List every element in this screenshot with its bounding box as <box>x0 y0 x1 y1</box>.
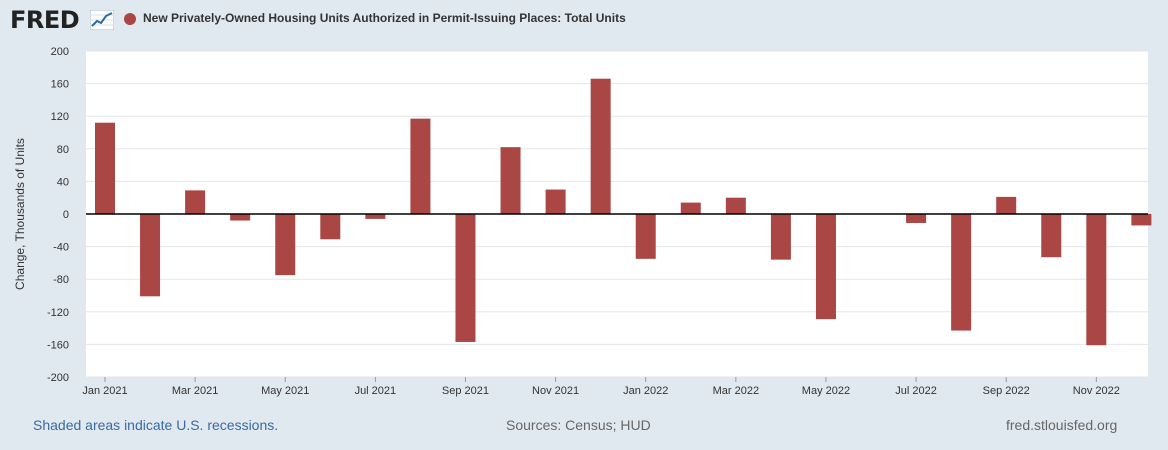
chart-title: New Privately-Owned Housing Units Author… <box>143 11 626 25</box>
y-axis-label: Change, Thousands of Units <box>13 138 27 290</box>
x-tick-label: Jul 2022 <box>895 385 937 397</box>
bar-jul-2022[interactable] <box>906 214 927 223</box>
bar-aug-2022[interactable] <box>951 214 972 331</box>
bar-dec-2022[interactable] <box>1131 214 1152 226</box>
x-tick-label: Jan 2022 <box>623 385 668 397</box>
fred-logo[interactable]: FRED <box>10 6 80 34</box>
x-tick-label: May 2021 <box>261 385 309 397</box>
bar-jun-2021[interactable] <box>320 214 341 240</box>
bar-mar-2021[interactable] <box>185 190 206 214</box>
bar-nov-2021[interactable] <box>545 189 566 214</box>
sources-text: Sources: Census; HUD <box>506 417 651 433</box>
y-tick-label: -120 <box>47 307 69 319</box>
bar-aug-2021[interactable] <box>410 118 431 214</box>
y-tick-label: 160 <box>51 79 69 91</box>
bar-apr-2021[interactable] <box>230 214 251 221</box>
recession-note: Shaded areas indicate U.S. recessions. <box>33 417 279 433</box>
bar-feb-2022[interactable] <box>680 202 701 214</box>
bar-may-2022[interactable] <box>815 214 836 320</box>
y-tick-label: 120 <box>51 111 69 123</box>
x-tick-label: Jan 2021 <box>82 385 127 397</box>
bar-jul-2021[interactable] <box>365 214 386 219</box>
x-tick-label: Sep 2022 <box>983 385 1030 397</box>
site-link[interactable]: fred.stlouisfed.org <box>1006 417 1118 433</box>
y-tick-label: 80 <box>57 144 69 156</box>
y-tick-label: 40 <box>57 176 69 188</box>
y-tick-label: -40 <box>53 242 69 254</box>
bar-jan-2021[interactable] <box>95 122 115 214</box>
bar-sep-2021[interactable] <box>455 214 476 342</box>
line-chart-icon <box>90 10 114 30</box>
x-tick-label: Nov 2021 <box>532 385 579 397</box>
x-tick-label: Nov 2022 <box>1073 385 1120 397</box>
x-tick-label: Jul 2021 <box>355 385 397 397</box>
y-tick-label: -80 <box>53 274 69 286</box>
bar-mar-2022[interactable] <box>725 197 746 214</box>
legend-marker <box>124 13 136 25</box>
bar-oct-2022[interactable] <box>1041 214 1062 258</box>
bar-dec-2021[interactable] <box>590 78 611 215</box>
y-tick-label: -160 <box>47 339 69 351</box>
x-tick-label: Mar 2021 <box>172 385 218 397</box>
x-tick-label: Sep 2021 <box>442 385 489 397</box>
bar-may-2021[interactable] <box>275 214 296 276</box>
y-tick-label: -200 <box>47 372 69 384</box>
y-tick-label: 200 <box>51 46 69 58</box>
y-tick-label: 0 <box>63 209 69 221</box>
bar-nov-2022[interactable] <box>1086 214 1107 346</box>
bar-feb-2021[interactable] <box>140 214 161 297</box>
x-tick-label: Mar 2022 <box>713 385 759 397</box>
bar-sep-2022[interactable] <box>996 196 1017 214</box>
bar-jan-2022[interactable] <box>635 214 656 259</box>
bar-apr-2022[interactable] <box>770 214 791 260</box>
bar-oct-2021[interactable] <box>500 147 521 214</box>
x-tick-label: May 2022 <box>802 385 850 397</box>
